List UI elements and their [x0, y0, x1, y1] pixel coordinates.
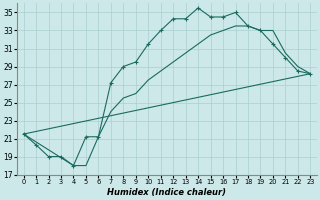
X-axis label: Humidex (Indice chaleur): Humidex (Indice chaleur) — [108, 188, 227, 197]
